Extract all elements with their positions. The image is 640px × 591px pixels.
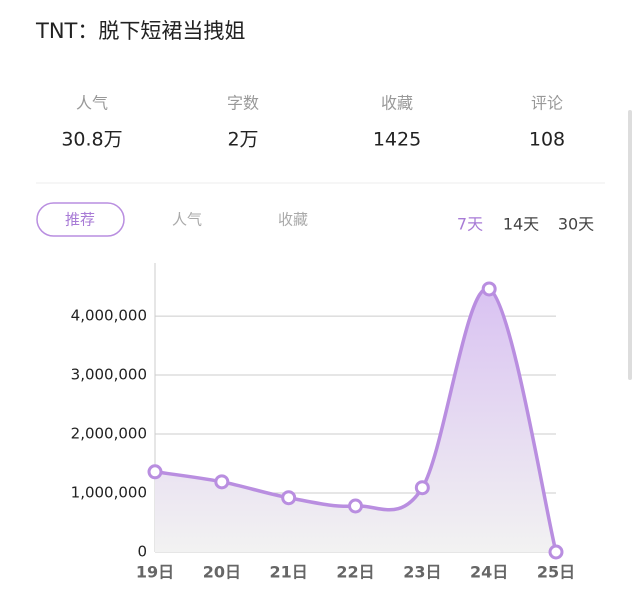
tab[interactable]: 推荐 [65, 211, 95, 229]
point [481, 281, 497, 297]
x-tick-label: 23日 [403, 563, 441, 582]
line [154, 287, 558, 553]
x-tick-label: 25日 [537, 563, 575, 582]
tab[interactable]: 收藏 [278, 211, 308, 229]
tab[interactable]: 人气 [172, 211, 202, 229]
x-tick-label: 24日 [470, 563, 508, 582]
title: TNT：脱下短裙当拽姐 [35, 19, 245, 43]
x-tick-label: 20日 [203, 563, 241, 582]
y-tick-label: 4,000,000 [71, 307, 147, 325]
point [548, 544, 564, 560]
stat-label: 收藏 [381, 94, 413, 113]
tabs: 推荐 人气 收藏 7天 14天 30天 [65, 211, 594, 234]
tab-pill [36, 202, 125, 237]
y-tick-label: 2,000,000 [71, 425, 147, 443]
x-tick-label: 22日 [336, 563, 374, 582]
x-tick-label: 21日 [270, 563, 308, 582]
y-tick-label: 3,000,000 [71, 366, 147, 384]
range[interactable]: 14天 [503, 215, 539, 234]
point [348, 498, 363, 514]
stat-value: 2万 [227, 129, 258, 151]
stat-value: 30.8万 [61, 129, 122, 151]
range[interactable]: 30天 [558, 215, 594, 234]
stat-value: 108 [529, 129, 565, 151]
y-tick-label: 1,000,000 [71, 484, 147, 502]
chart: 0 1,000,000 2,000,000 3,000,000 4,000,000 19日… [71, 263, 575, 582]
stat-label: 人气 [76, 94, 108, 113]
x-tick-label: 19日 [136, 563, 174, 582]
point [414, 480, 430, 496]
stat-value: 1425 [373, 129, 421, 151]
range[interactable]: 7天 [457, 215, 483, 234]
stats: 人气 30.8万 字数 2万 收藏 1425 评论 108 [61, 94, 565, 151]
point [147, 464, 163, 480]
scrollbar [628, 110, 632, 380]
stat-label: 评论 [531, 94, 563, 113]
point [281, 490, 297, 506]
stat-label: 字数 [227, 94, 259, 113]
area [155, 288, 556, 552]
y-tick-label: 0 [137, 543, 147, 561]
point [214, 474, 230, 490]
